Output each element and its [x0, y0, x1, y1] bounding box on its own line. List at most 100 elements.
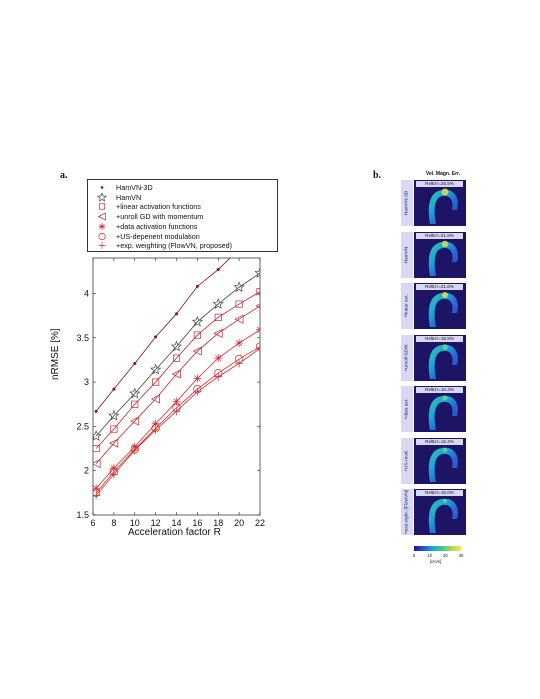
panel-b-title: Vel. Magn. Err. — [425, 171, 461, 177]
method-label: +linear act. — [401, 283, 413, 329]
relative-error-label: RelErr=25.5% — [416, 181, 463, 187]
colorbar-tick-label: 30 — [458, 553, 464, 558]
data-point — [212, 298, 224, 309]
aorta-arch — [428, 241, 458, 276]
data-point — [235, 339, 244, 348]
method-label-text: +data act. — [404, 398, 410, 420]
data-point — [98, 222, 106, 230]
y-tick-label: 2.5 — [76, 421, 89, 431]
x-tick-label: 20 — [234, 518, 244, 528]
aorta-shape — [428, 292, 458, 327]
legend-marker — [97, 191, 107, 202]
data-point — [150, 394, 160, 404]
data-point — [97, 191, 107, 202]
series-3 — [93, 288, 260, 453]
legend-marker — [98, 222, 106, 230]
error-map-image: RelErr=18.9% — [414, 334, 466, 381]
data-point — [149, 363, 162, 375]
legend-label: +unroll GD with momentum — [116, 212, 204, 222]
method-label-text: +unroll GDM — [404, 343, 410, 372]
legend-label: +US-depenent modulation — [116, 231, 200, 241]
y-tick-label: 3 — [84, 377, 89, 387]
method-label: HamVN — [401, 231, 413, 278]
method-label-text: +US-mod. — [404, 449, 410, 472]
data-point — [98, 242, 106, 250]
data-point — [195, 284, 199, 288]
relative-error-label: RelErr=16.3% — [416, 387, 463, 393]
colorbar-unit: [cm/s] — [430, 559, 442, 564]
error-map-row: +linear act. RelErr=21.6% — [401, 283, 467, 329]
error-map-row: HamVN-3D RelErr=25.5% — [401, 180, 467, 226]
legend-label: +exp. weighting (FlowVN, proposed) — [116, 241, 233, 251]
data-point — [256, 288, 260, 296]
data-point — [129, 416, 140, 426]
x-tick-label: 14 — [171, 518, 181, 528]
series-line — [95, 291, 260, 449]
series-line — [95, 272, 260, 437]
data-point — [172, 397, 181, 406]
data-point — [93, 459, 101, 469]
x-tick-label: 6 — [90, 518, 95, 528]
error-hotspot — [442, 292, 448, 298]
data-point — [93, 491, 101, 500]
aorta-shape — [428, 343, 458, 379]
method-label: HamVN-3D — [401, 180, 413, 226]
data-point — [97, 212, 106, 221]
data-point — [172, 407, 181, 416]
aorta-arch — [428, 292, 458, 327]
y-tick-label: 3.5 — [76, 333, 89, 343]
data-point — [256, 344, 260, 353]
data-point — [191, 315, 204, 327]
error-map-image: RelErr=21.6% — [414, 283, 466, 329]
data-point — [100, 186, 104, 189]
data-point — [214, 372, 223, 381]
colorbar — [414, 546, 461, 551]
data-point — [93, 430, 102, 441]
method-label-text: +linear act. — [404, 294, 410, 318]
data-point — [234, 314, 244, 324]
y-tick-label: 1.5 — [76, 510, 89, 520]
error-map-image: RelErr=15.4% — [414, 437, 466, 484]
data-point — [216, 267, 220, 272]
series-line — [95, 346, 260, 494]
series-4 — [93, 303, 260, 469]
error-map-row: +US-mod. RelErr=15.4% — [401, 437, 467, 484]
data-point — [152, 378, 160, 386]
series-group — [93, 248, 260, 500]
data-point — [108, 409, 120, 421]
method-label: +unroll GDM — [401, 334, 413, 381]
legend-entry: +unroll GD with momentum — [88, 212, 279, 221]
data-point — [214, 354, 223, 363]
data-point — [170, 340, 183, 352]
error-map-row: +data act. RelErr=16.3% — [401, 386, 467, 432]
legend-entry: HamVN-3D — [88, 183, 279, 192]
legend-entry: HamVN — [88, 191, 279, 202]
aorta-shape — [428, 498, 458, 533]
data-point — [192, 346, 202, 356]
data-point — [129, 387, 141, 399]
data-point — [133, 361, 137, 366]
data-point — [238, 248, 241, 251]
error-hotspot — [442, 395, 448, 401]
series-line — [95, 348, 260, 496]
data-point — [174, 312, 179, 316]
data-point — [254, 267, 260, 278]
relative-error-label: RelErr=15.0% — [416, 490, 463, 496]
error-hotspot — [442, 343, 448, 350]
data-point — [98, 232, 106, 240]
panel-a-label: a. — [60, 170, 68, 181]
legend-marker — [98, 242, 106, 250]
legend-label: +linear activation functions — [116, 202, 201, 212]
error-hotspot — [442, 447, 448, 452]
legend-entry: +US-depenent modulation — [88, 232, 279, 241]
error-map-row: +exp.wght. (FlowVN) RelErr=15.0% — [401, 489, 467, 535]
data-point — [93, 484, 101, 493]
error-map-image: RelErr=16.3% — [414, 386, 466, 432]
data-point — [193, 374, 202, 383]
legend-marker — [98, 203, 106, 210]
data-point — [193, 331, 201, 339]
x-tick-label: 18 — [213, 518, 223, 528]
data-point — [151, 419, 160, 428]
x-tick-label: 8 — [111, 518, 116, 528]
data-point — [94, 409, 98, 413]
